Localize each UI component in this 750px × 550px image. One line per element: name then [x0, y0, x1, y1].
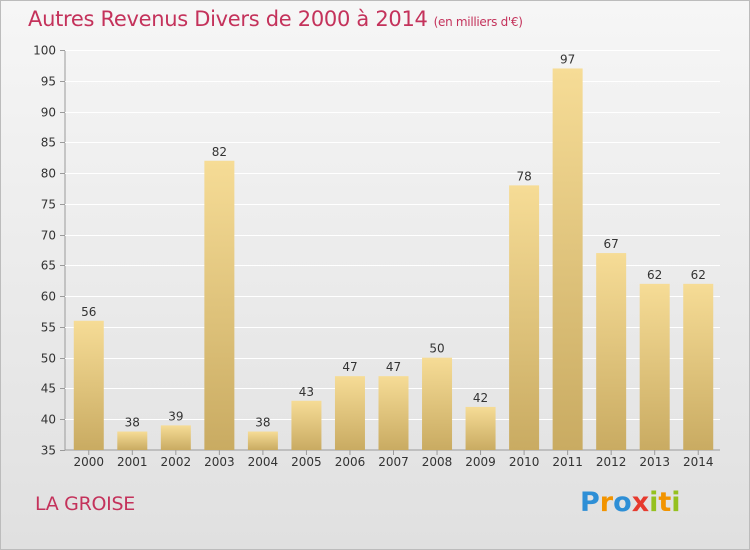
x-tick-label: 2009 [465, 455, 496, 469]
x-tick-label: 2007 [378, 455, 409, 469]
proxiti-logo: Proxiti [580, 487, 681, 518]
y-tick-label: 95 [41, 75, 56, 89]
x-tick-label: 2001 [117, 455, 148, 469]
bar-2002 [160, 425, 191, 450]
y-tick-label: 80 [41, 167, 56, 181]
logo-letter: x [631, 487, 650, 518]
x-tick-label: 2003 [204, 455, 235, 469]
bar-2014 [683, 283, 714, 450]
data-label: 78 [516, 169, 531, 183]
x-tick-label: 2010 [509, 455, 540, 469]
bar-2009 [465, 406, 496, 450]
x-tick-label: 2008 [422, 455, 453, 469]
data-label: 39 [168, 409, 183, 423]
chart-title-unit: (en milliers d'€) [433, 15, 523, 29]
bar-2001 [117, 431, 148, 450]
x-tick-label: 2013 [639, 455, 670, 469]
logo-letter: t [658, 487, 672, 518]
bar-2012 [596, 253, 627, 450]
y-tick-label: 35 [41, 444, 56, 458]
y-tick-label: 85 [41, 136, 56, 150]
y-tick-label: 75 [41, 198, 56, 212]
x-tick-label: 2005 [291, 455, 322, 469]
data-label: 82 [212, 145, 227, 159]
data-label: 62 [647, 268, 662, 282]
chart-title-main: Autres Revenus Divers de 2000 à 2014 [28, 7, 428, 31]
x-tick-label: 2004 [248, 455, 279, 469]
data-label: 56 [81, 305, 96, 319]
data-label: 43 [299, 385, 314, 399]
bar-2004 [247, 431, 278, 450]
bar-2007 [378, 376, 409, 450]
bar-2011 [552, 68, 583, 450]
x-tick-label: 2006 [335, 455, 366, 469]
data-label: 47 [342, 360, 357, 374]
bar-2013 [639, 283, 670, 450]
bar-2008 [422, 357, 453, 450]
commune-name: LA GROISE [35, 493, 135, 515]
y-tick-label: 60 [41, 290, 56, 304]
bar-2005 [291, 400, 322, 450]
x-tick-label: 2000 [73, 455, 104, 469]
y-tick-label: 50 [41, 352, 56, 366]
y-tick-label: 55 [41, 321, 56, 335]
data-label: 62 [691, 268, 706, 282]
y-tick-label: 90 [41, 106, 56, 120]
logo-letter: i [649, 487, 659, 518]
y-tick-label: 40 [41, 413, 56, 427]
logo-letter: P [580, 487, 600, 518]
x-tick-label: 2011 [552, 455, 583, 469]
x-tick-label: 2014 [683, 455, 714, 469]
logo-letter: o [613, 487, 632, 518]
data-label: 38 [255, 416, 270, 430]
y-tick-label: 65 [41, 259, 56, 273]
data-label: 97 [560, 52, 575, 66]
x-tick-label: 2002 [161, 455, 192, 469]
data-label: 38 [125, 416, 140, 430]
data-label: 50 [429, 342, 444, 356]
bar-2006 [334, 376, 365, 450]
logo-letter: r [599, 487, 614, 518]
y-tick-label: 70 [41, 229, 56, 243]
logo-letter: i [671, 487, 681, 518]
bar-2010 [509, 185, 540, 450]
x-tick-label: 2012 [596, 455, 627, 469]
data-label: 42 [473, 391, 488, 405]
chart-title: Autres Revenus Divers de 2000 à 2014 (en … [28, 7, 523, 31]
y-tick-label: 100 [33, 44, 56, 58]
bar-2000 [73, 320, 104, 450]
data-label: 47 [386, 360, 401, 374]
bar-2003 [204, 160, 235, 450]
y-tick-label: 45 [41, 382, 56, 396]
data-label: 67 [604, 237, 619, 251]
